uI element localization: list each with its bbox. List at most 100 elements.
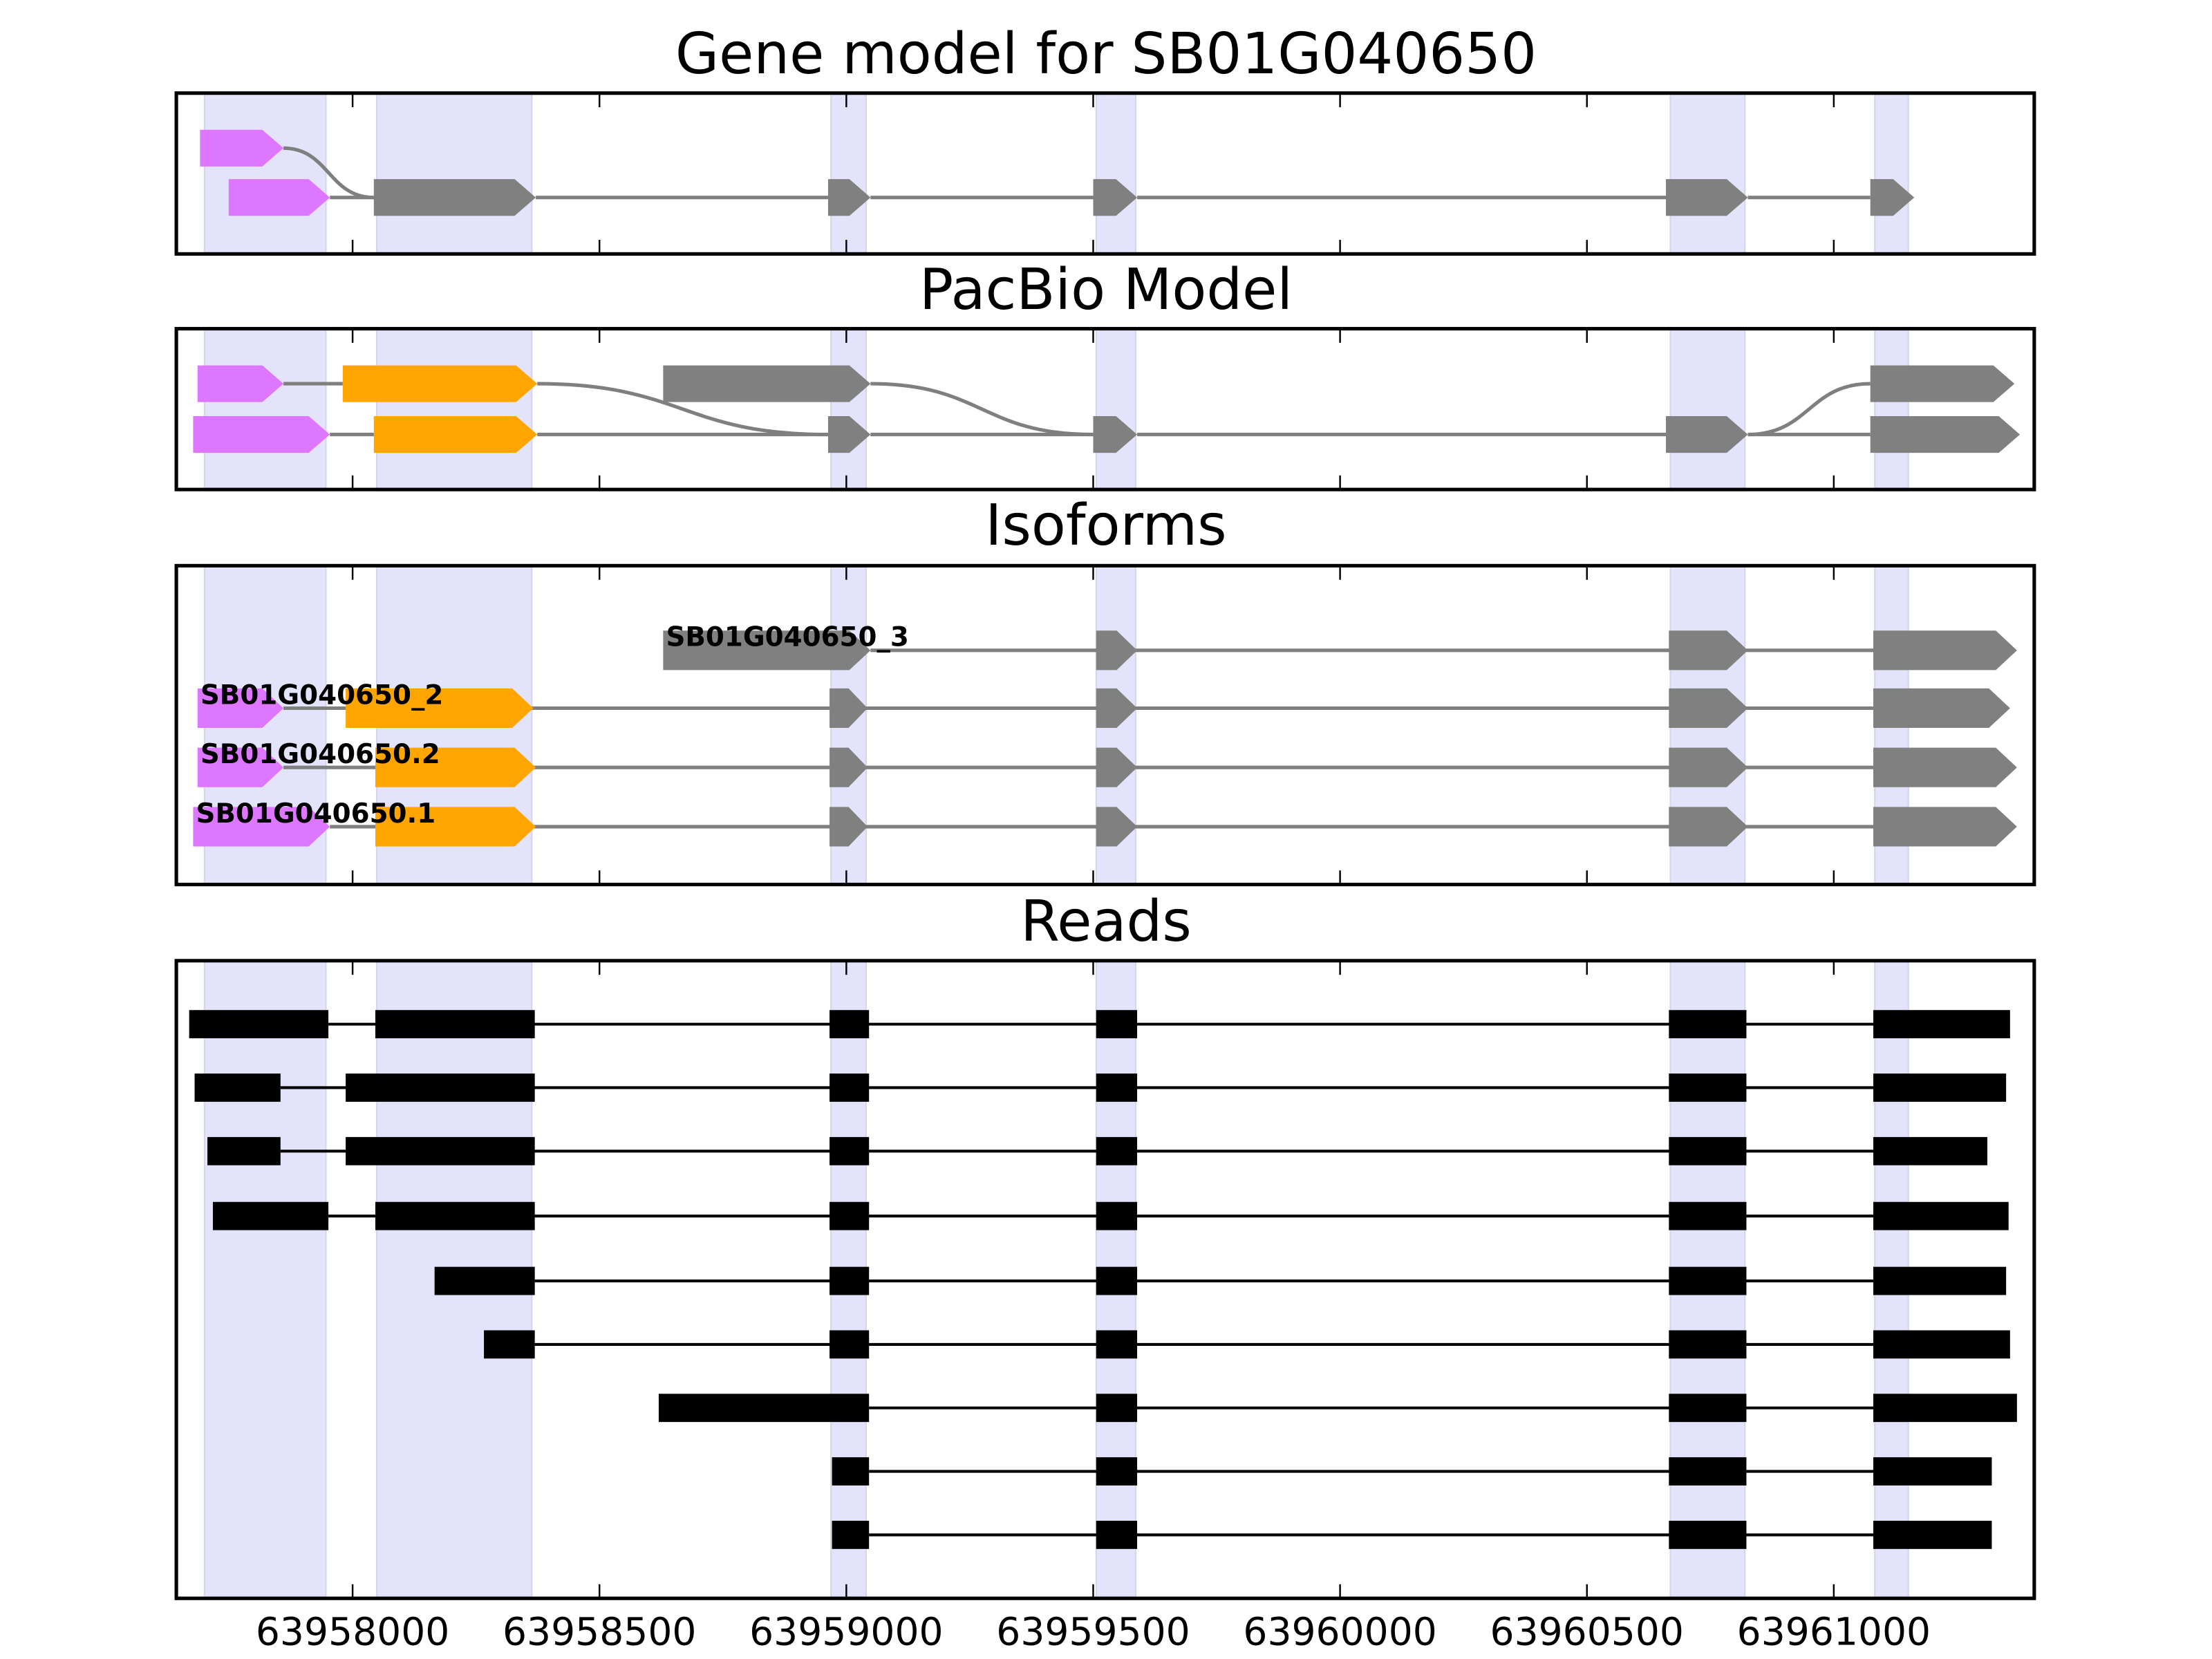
exon-region-shade (376, 328, 533, 491)
read-block (375, 1010, 535, 1039)
read-block (189, 1010, 329, 1039)
read-block (830, 1010, 870, 1039)
read-block (830, 1136, 870, 1165)
splice-link-curve (283, 146, 374, 200)
read-block (830, 1074, 870, 1102)
exon-arrow-exon (1669, 807, 1748, 847)
exon-arrow-exon (1870, 179, 1915, 216)
read-block (1096, 1136, 1138, 1165)
read-block (1873, 1010, 2010, 1039)
exon-region-shade (203, 92, 327, 255)
exon-region-shade (1874, 328, 1909, 491)
read-block (1096, 1266, 1138, 1295)
exon-arrow-exon (1666, 179, 1748, 216)
read-block (346, 1074, 535, 1102)
splice-link-curve (537, 382, 828, 437)
exon-arrow-exon (1093, 179, 1138, 216)
exon-arrow-exon (1669, 747, 1748, 787)
read-block (1669, 1521, 1747, 1549)
read-block (1096, 1457, 1138, 1485)
panel-frame (174, 326, 2036, 491)
panel-frame (174, 959, 2036, 1600)
exon-region-shade (203, 959, 327, 1600)
read-block (830, 1201, 870, 1230)
isoform-label: SB01G040650_3 (666, 622, 908, 653)
x-tick-label: 63961000 (1737, 1610, 1931, 1654)
read-block (1096, 1330, 1138, 1359)
exon-arrow-exon (1096, 747, 1138, 787)
read-block (1873, 1521, 1992, 1549)
exon-arrow-exon (1873, 688, 2010, 729)
read-block (346, 1136, 535, 1165)
exon-arrow-utr5 (197, 688, 284, 729)
splice-link-curve (1747, 382, 1871, 437)
panel-3 (174, 959, 2036, 1600)
exon-arrow-exon (1669, 688, 1748, 729)
read-block (375, 1201, 535, 1230)
exon-region-shade (1669, 92, 1746, 255)
read-block (194, 1074, 281, 1102)
x-tick-label: 63958500 (503, 1610, 696, 1654)
panel-1 (174, 326, 2036, 491)
read-block (1873, 1330, 2010, 1359)
panel-title-pacbio: PacBio Model (919, 257, 1293, 323)
exon-arrow-utr5 (197, 747, 284, 787)
exon-arrow-exon (1666, 416, 1748, 453)
exon-arrow-exon (1873, 630, 2017, 671)
exon-arrow-exon (1873, 807, 2017, 847)
panel-title-gene-model: Gene model for SB01G040650 (675, 21, 1537, 87)
exon-arrow-exon (830, 688, 868, 729)
exon-arrow-utr5 (200, 129, 284, 167)
read-block (830, 1266, 870, 1295)
isoform-label: SB01G040650.1 (196, 798, 435, 830)
exon-region-shade (1874, 92, 1909, 255)
exon-arrow-exon (1870, 416, 2021, 453)
exon-arrow-exon (1093, 416, 1138, 453)
read-block (212, 1201, 329, 1230)
read-block (1669, 1201, 1747, 1230)
read-block (832, 1457, 870, 1485)
read-block (830, 1330, 870, 1359)
exon-arrow-cds_alt (373, 416, 538, 453)
exon-arrow-exon (373, 179, 536, 216)
read-block (1669, 1074, 1747, 1102)
exon-region-shade (1669, 328, 1746, 491)
x-tick-label: 63960000 (1243, 1610, 1436, 1654)
panel-title-isoforms: Isoforms (985, 493, 1226, 559)
read-block (1096, 1010, 1138, 1039)
read-block (1873, 1457, 1992, 1485)
read-block (1096, 1074, 1138, 1102)
read-block (832, 1521, 870, 1549)
read-block (1669, 1330, 1747, 1359)
exon-arrow-cds_alt (375, 747, 536, 787)
isoform-label: SB01G040650.2 (200, 739, 440, 770)
read-block (1873, 1136, 1988, 1165)
x-tick-label: 63958000 (256, 1610, 449, 1654)
read-block (1669, 1136, 1747, 1165)
panel-2: SB01G040650_3 SB01G040650_2 SB01G040650.2 S… (174, 563, 2036, 887)
exon-arrow-exon (663, 365, 871, 402)
read-block (434, 1266, 535, 1295)
exon-region-shade (1095, 328, 1136, 491)
exon-arrow-exon (1096, 807, 1138, 847)
exon-arrow-exon (1870, 365, 2015, 402)
x-tick-label: 63959000 (749, 1610, 943, 1654)
splice-link-curve (870, 382, 1094, 437)
exon-arrow-exon (1873, 747, 2017, 787)
x-tick-label: 63959500 (996, 1610, 1190, 1654)
exon-arrow-exon (663, 630, 871, 671)
exon-region-shade (830, 328, 867, 491)
exon-arrow-exon (827, 416, 871, 453)
exon-arrow-exon (1096, 630, 1138, 671)
exon-arrow-exon (827, 179, 871, 216)
read-block (658, 1394, 870, 1423)
exon-arrow-utr5 (193, 416, 330, 453)
read-block (1873, 1201, 2009, 1230)
panel-title-reads: Reads (1020, 889, 1192, 955)
exon-arrow-cds_alt (346, 688, 534, 729)
exon-arrow-cds_alt (342, 365, 538, 402)
exon-arrow-cds_alt (375, 807, 536, 847)
read-block (1873, 1266, 2007, 1295)
exon-arrow-exon (830, 747, 868, 787)
